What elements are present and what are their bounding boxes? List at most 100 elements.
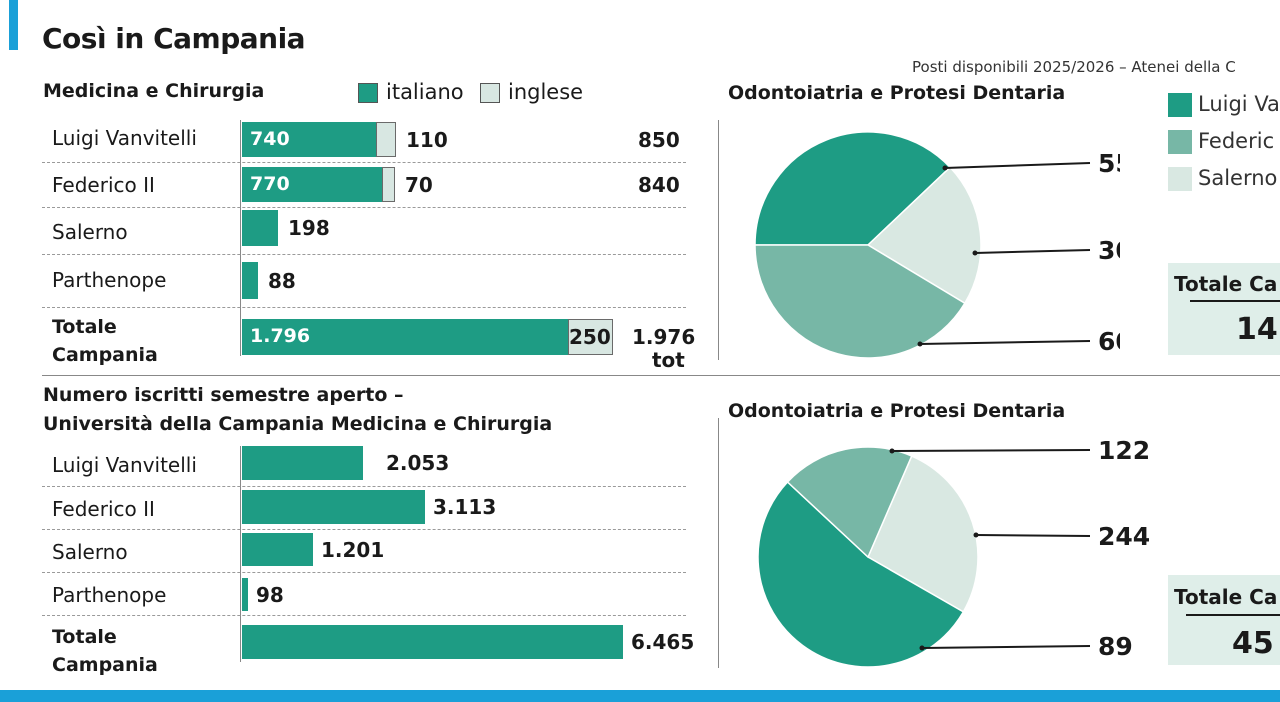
bar-label-italiano: 1.796: [250, 325, 311, 347]
bar-total: 1.976: [632, 325, 696, 349]
row-divider: [42, 615, 686, 616]
pie-label: 244: [1098, 522, 1150, 551]
bar-total-suffix: tot: [652, 348, 685, 372]
row-divider: [42, 207, 686, 208]
bar-iscritti: [242, 533, 313, 566]
bar-iscritti: [242, 625, 623, 659]
bar-italiano: [242, 210, 278, 246]
bar-iscritti: [242, 490, 425, 524]
bar-label-iscritti: 2.053: [386, 451, 450, 475]
isc-row-label: Federico II: [52, 497, 155, 521]
pie-bottom: 122 244 89: [757, 436, 1150, 668]
med-row-label: Federico II: [52, 173, 155, 197]
pie-top: 55 30 60: [754, 131, 1120, 359]
pie-label: 122: [1098, 436, 1150, 465]
bar-label-inglese: 250: [569, 325, 611, 349]
isc-row-label: Parthenope: [52, 583, 167, 607]
legend-italiano-swatch: [358, 83, 378, 103]
row-divider: [42, 162, 686, 163]
bar-label-iscritti: 1.201: [321, 537, 385, 562]
bar-label-iscritti: 98: [256, 582, 284, 607]
pie-slice: [786, 446, 913, 559]
leader-line: [891, 449, 1091, 452]
isc-row-label: Luigi Vanvitelli: [52, 453, 197, 477]
med-row-label: Luigi Vanvitelli: [52, 126, 197, 150]
total-box-bottom: [1168, 575, 1280, 665]
legend-salerno-label: Salerno: [1198, 166, 1278, 190]
iscritti-title-2: Università della Campania Medicina e Chi…: [43, 413, 553, 435]
legend-salerno-swatch: [1168, 167, 1192, 191]
bar-label-inglese: 70: [405, 172, 433, 197]
bar-label-iscritti: 3.113: [433, 495, 497, 519]
bar-italiano: [242, 167, 382, 202]
bar-italiano: [242, 319, 568, 355]
bar-label-inglese: 110: [406, 127, 448, 152]
row-divider: [42, 572, 686, 573]
pie-slice: [754, 131, 952, 246]
legend-italiano-label: italiano: [386, 80, 464, 104]
bar-total: 840: [638, 172, 680, 197]
leader-line: [975, 534, 1091, 537]
bar-label-italiano: 740: [250, 127, 290, 150]
bar-inglese: [568, 319, 613, 355]
medicina-title: Medicina e Chirurgia: [43, 80, 265, 102]
isc-row-label: Salerno: [52, 540, 128, 564]
section-divider: [42, 375, 1280, 376]
legend-luigi-label: Luigi Va: [1198, 92, 1280, 116]
legend-federico-swatch: [1168, 130, 1192, 154]
med-row-label: Parthenope: [52, 268, 167, 292]
bar-italiano: [242, 122, 376, 157]
pie-label: 89: [1098, 632, 1133, 661]
bar-iscritti: [242, 446, 363, 480]
med-row-label-total: Totale Campania: [52, 316, 158, 366]
row-divider: [42, 486, 686, 487]
isc-row-label-total: Totale Campania: [52, 626, 158, 676]
odonto-title-bottom: Odontoiatria e Protesi Dentaria: [728, 400, 1066, 422]
legend-inglese-label: inglese: [508, 80, 584, 104]
leader-dot: [889, 448, 895, 454]
footer-bar: [0, 690, 1280, 702]
row-divider: [42, 307, 686, 308]
total-value-top: 14: [1236, 312, 1278, 347]
medicina-axis: [240, 120, 241, 356]
leader-dot: [973, 532, 979, 538]
bar-total: 850: [638, 127, 680, 152]
pie-label: 30: [1098, 236, 1120, 265]
iscritti-axis: [240, 446, 241, 662]
total-value-bottom: 45: [1232, 626, 1274, 661]
pie-label: 55: [1098, 149, 1120, 178]
accent-bar: [9, 0, 18, 50]
leader-dot: [917, 341, 923, 347]
legend-federico-label: Federic: [1198, 129, 1275, 153]
page-subtitle: Posti disponibili 2025/2026 – Atenei del…: [912, 58, 1236, 76]
leader-dot: [942, 165, 948, 171]
leader-line: [944, 162, 1091, 169]
bar-label-italiano: 198: [288, 216, 330, 240]
total-rule-bottom: [1186, 614, 1280, 616]
total-label-bottom: Totale Ca: [1174, 585, 1278, 609]
leader-dot: [972, 250, 978, 256]
pie-label: 60: [1098, 327, 1120, 356]
bar-label-iscritti: 6.465: [631, 630, 695, 654]
leader-line: [921, 645, 1091, 649]
leader-line: [919, 340, 1091, 345]
pie-slice: [866, 166, 982, 305]
row-divider: [42, 529, 686, 530]
column-divider: [718, 120, 719, 360]
bar-italiano: [242, 262, 258, 299]
legend-inglese-swatch: [480, 83, 500, 103]
bar-iscritti: [242, 578, 248, 611]
bar-inglese: [382, 167, 395, 202]
leader-dot: [919, 645, 925, 651]
row-divider: [42, 254, 686, 255]
leader-line: [974, 249, 1091, 254]
total-box-top: [1168, 263, 1280, 355]
page-title: Così in Campania: [42, 22, 306, 55]
total-rule-top: [1190, 300, 1280, 302]
bar-inglese: [376, 122, 396, 157]
bar-label-italiano: 770: [250, 172, 290, 195]
column-divider: [718, 418, 719, 668]
iscritti-title-1: Numero iscritti semestre aperto –: [43, 384, 404, 406]
bar-label-italiano: 88: [268, 268, 296, 293]
legend-luigi-swatch: [1168, 93, 1192, 117]
